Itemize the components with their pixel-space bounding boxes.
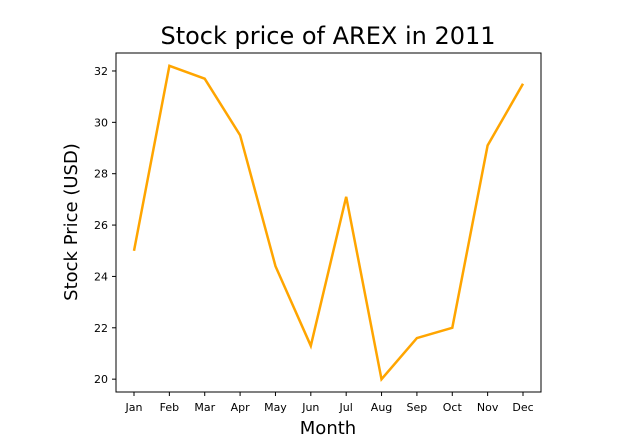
x-axis-label: Month bbox=[300, 418, 356, 439]
y-tick-label: 28 bbox=[94, 168, 108, 181]
y-tick-label: 32 bbox=[94, 65, 108, 78]
series-line bbox=[132, 64, 525, 382]
x-tick-label: Nov bbox=[477, 401, 499, 414]
chart-title: Stock price of AREX in 2011 bbox=[160, 22, 495, 50]
y-tick-label: 24 bbox=[94, 270, 108, 283]
x-axis-ticks: Jan Feb Mar Apr May Jun Jul Aug Sep Oct Nov Dec bbox=[125, 392, 534, 414]
x-tick-label: Jan bbox=[125, 401, 143, 414]
x-tick-label: Jul bbox=[339, 401, 353, 414]
x-tick-label: Sep bbox=[407, 401, 428, 414]
y-tick-label: 22 bbox=[94, 322, 108, 335]
y-axis-ticks: 20 22 24 26 28 30 32 bbox=[94, 65, 116, 386]
x-tick-label: Oct bbox=[443, 401, 463, 414]
x-tick-label: Feb bbox=[160, 401, 179, 414]
series-group bbox=[132, 64, 525, 382]
plot-frame bbox=[115, 52, 542, 393]
x-tick-label: May bbox=[264, 401, 287, 414]
y-axis-label: Stock Price (USD) bbox=[61, 143, 82, 301]
y-tick-label: 26 bbox=[94, 219, 108, 232]
y-tick-label: 30 bbox=[94, 116, 108, 129]
y-tick-label: 20 bbox=[94, 373, 108, 386]
x-tick-label: Jun bbox=[301, 401, 319, 414]
x-tick-label: Apr bbox=[231, 401, 251, 414]
x-tick-label: Mar bbox=[194, 401, 215, 414]
x-tick-label: Aug bbox=[371, 401, 392, 414]
x-tick-label: Dec bbox=[512, 401, 533, 414]
